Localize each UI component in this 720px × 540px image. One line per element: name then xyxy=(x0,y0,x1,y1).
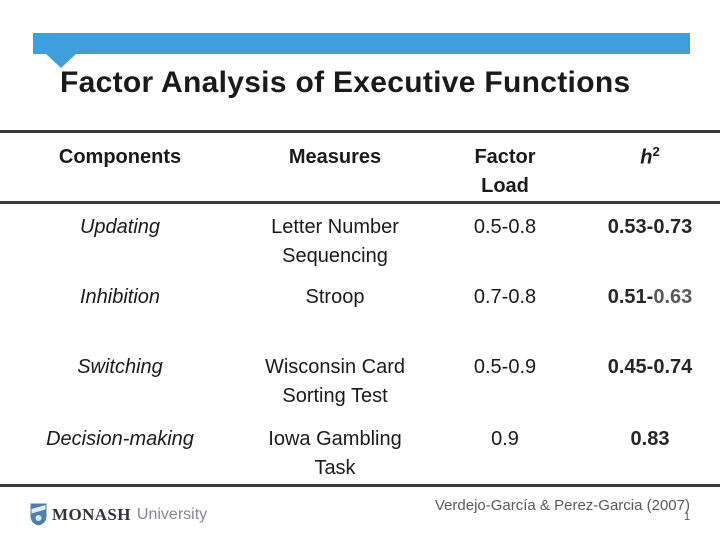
component-cell: Updating xyxy=(79,216,161,238)
monash-wordmark-suffix: University xyxy=(136,505,208,523)
measure-cell: Letter Number Sequencing xyxy=(271,216,399,267)
accent-bar-tail-icon xyxy=(46,54,76,68)
monash-shield-icon xyxy=(30,503,47,526)
column-header-h2: h2 xyxy=(580,133,720,201)
table-header-row: Components Measures Factor Load h2 xyxy=(0,133,720,204)
table-row-decision-making: Decision-making Iowa Gambling Task 0.9 0… xyxy=(0,416,720,484)
factor-load-cell: 0.9 xyxy=(491,428,519,450)
citation: Verdejo-García & Perez-Garcia (2007) xyxy=(434,497,690,514)
h2-superscript: 2 xyxy=(652,144,660,159)
column-header-components: Components xyxy=(58,146,182,168)
h2-value: 0.53-0.73 xyxy=(607,216,693,238)
table-row-switching: Switching Wisconsin Card Sorting Test 0.… xyxy=(0,344,720,416)
h2-value: 0.51- xyxy=(607,286,654,308)
h2-value-dim: 0.63 xyxy=(653,286,693,308)
h2-cell: 0.53-0.73 xyxy=(580,204,720,274)
monash-logo: MONASH University xyxy=(30,503,207,526)
h2-cell: 0.51-0.63 xyxy=(580,274,720,344)
factor-load-cell: 0.5-0.9 xyxy=(473,356,537,378)
column-header-measures: Measures xyxy=(288,146,382,168)
h2-value: 0.83 xyxy=(630,428,670,450)
monash-wordmark: MONASH xyxy=(52,504,131,524)
h2-value: 0.45-0.74 xyxy=(607,356,693,378)
page-number: 1 xyxy=(684,511,691,523)
component-cell: Decision-making xyxy=(46,428,194,450)
component-cell: Inhibition xyxy=(79,286,161,308)
h2-cell: 0.45-0.74 xyxy=(580,344,720,416)
component-cell: Switching xyxy=(77,356,163,378)
table-row-inhibition: Inhibition Stroop 0.7-0.8 0.51-0.63 xyxy=(0,274,720,344)
measure-cell: Wisconsin Card Sorting Test xyxy=(264,356,406,407)
factor-analysis-table: Components Measures Factor Load h2 Updat… xyxy=(0,130,720,487)
h2-symbol: h xyxy=(640,146,653,169)
h2-cell: 0.83 xyxy=(580,416,720,484)
measure-cell: Iowa Gambling Task xyxy=(268,428,402,479)
column-header-factor-load: Factor Load xyxy=(474,146,536,197)
factor-load-cell: 0.7-0.8 xyxy=(473,286,537,308)
table-row-updating: Updating Letter Number Sequencing 0.5-0.… xyxy=(0,204,720,274)
accent-bar xyxy=(33,33,690,54)
measure-cell: Stroop xyxy=(305,286,365,308)
slide-title: Factor Analysis of Executive Functions xyxy=(60,66,631,99)
factor-load-cell: 0.5-0.8 xyxy=(473,216,537,238)
